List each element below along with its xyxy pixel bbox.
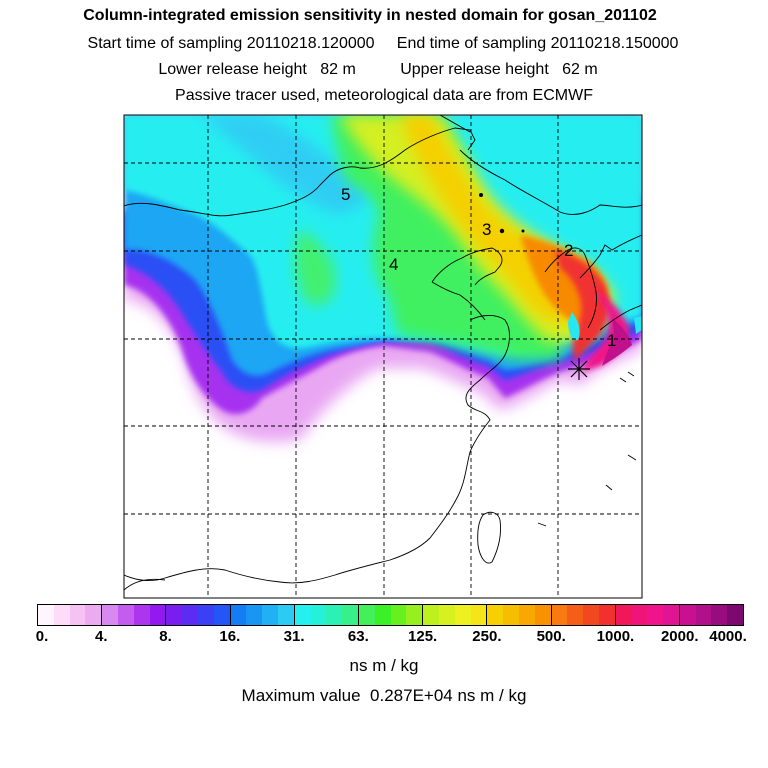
colorbar-cell (277, 605, 295, 625)
colorbar-cell (38, 605, 54, 625)
release-height-line: Lower release height 82 m Upper release … (158, 61, 598, 78)
colorbar-cell (117, 605, 134, 625)
colorbar-cell (631, 605, 648, 625)
colorbar-cell (518, 605, 535, 625)
colorbar-cell (534, 605, 552, 625)
colorbar-cell (470, 605, 488, 625)
map-title: Column-integrated emission sensitivity i… (83, 7, 657, 24)
tracer-info-line: Passive tracer used, meteorological data… (175, 87, 593, 104)
coastlines (124, 115, 642, 591)
colorbar-cell (711, 605, 728, 625)
maximum-value-label: Maximum value 0.287E+04 ns m / kg (241, 686, 527, 705)
colorbar-tick-label: 31. (283, 628, 305, 645)
city-dots (479, 193, 525, 234)
trajectory-label-5: 5 (341, 185, 350, 204)
colorbar-cell (454, 605, 471, 625)
sampling-time-line: Start time of sampling 20110218.120000 E… (87, 35, 679, 52)
colorbar-cell (197, 605, 214, 625)
colorbar-cell (53, 605, 70, 625)
colorbar-cell (598, 605, 616, 625)
colorbar-cell (406, 605, 424, 625)
colorbar-cell (551, 605, 568, 625)
colorbar-cell (326, 605, 343, 625)
colorbar-cell (166, 605, 183, 625)
trajectory-label-2: 2 (564, 241, 573, 260)
colorbar-cell (358, 605, 375, 625)
colorbar-tick-label: 4. (95, 628, 108, 645)
colorbar-cell (438, 605, 455, 625)
colorbar-cell (390, 605, 407, 625)
trajectory-label-3: 3 (482, 220, 491, 239)
colorbar-cell (615, 605, 632, 625)
colorbar-cell (133, 605, 150, 625)
colorbar-cell (85, 605, 103, 625)
colorbar-cell (310, 605, 327, 625)
colorbar-tick-label: 16. (219, 628, 241, 645)
colorbar-cell (294, 605, 311, 625)
colorbar-cell (695, 605, 712, 625)
receptor-marker (568, 358, 590, 380)
sensitivity-field (124, 115, 642, 598)
colorbar-units: ns m / kg (349, 656, 419, 675)
colorbar-cell (583, 605, 599, 625)
colorbar-tick-label: 2000. (660, 628, 699, 645)
colorbar-cell (262, 605, 278, 625)
colorbar-cell (374, 605, 391, 625)
colorbar-cell (69, 605, 86, 625)
colorbar-cell (182, 605, 198, 625)
colorbar-cell (727, 605, 744, 625)
gridlines (124, 115, 642, 598)
colorbar-cell (487, 605, 504, 625)
colorbar-cell (342, 605, 359, 625)
colorbar-cell (679, 605, 696, 625)
colorbar-cell (503, 605, 519, 625)
colorbar-cell (423, 605, 439, 625)
colorbar-tick-label: 8. (159, 628, 172, 645)
map-frame (123, 114, 643, 599)
colorbar-tick-label: 4000. (709, 628, 747, 645)
colorbar-tick-label: 250. (472, 628, 502, 645)
colorbar-tick-label: 63. (347, 628, 369, 645)
colorbar-tick-label: 1000. (596, 628, 635, 645)
colorbar-tick-label: 0. (35, 628, 49, 645)
colorbar-cell (230, 605, 247, 625)
trajectory-label-1: 1 (607, 331, 616, 350)
colorbar-cell (567, 605, 584, 625)
colorbar-tick-label: 125. (408, 628, 438, 645)
colorbar (37, 604, 744, 626)
colorbar-cell (663, 605, 680, 625)
colorbar-cell (246, 605, 263, 625)
colorbar-cell (149, 605, 167, 625)
colorbar-tick-label: 500. (536, 628, 566, 645)
colorbar-cell (213, 605, 231, 625)
colorbar-cell (647, 605, 664, 625)
colorbar-cell (102, 605, 118, 625)
trajectory-label-4: 4 (389, 255, 398, 274)
